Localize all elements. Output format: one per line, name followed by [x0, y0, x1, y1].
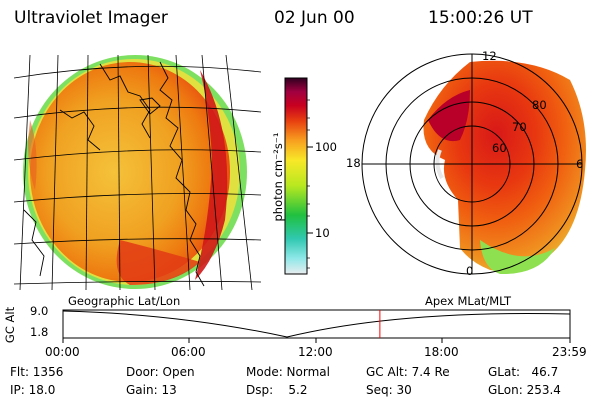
lat-label-70: 70	[512, 120, 527, 134]
time-label: 15:00:26 UT	[428, 8, 533, 28]
geo-longitude: GLon: 253.4	[488, 383, 561, 397]
time-tick-3: 18:00	[424, 345, 459, 359]
coastlines	[23, 61, 205, 287]
altitude-plot	[62, 309, 571, 343]
mlt-label-18: 18	[346, 156, 361, 170]
colorbar-tick-100: 100	[315, 140, 337, 154]
gc-altitude: GC Alt: 7.4 Re	[366, 365, 450, 379]
mlt-label-12: 12	[482, 49, 497, 63]
colorbar-tick-10: 10	[315, 226, 330, 240]
time-tick-1: 06:00	[171, 345, 206, 359]
door-status: Door: Open	[126, 365, 195, 379]
altitude-axis-label: GC Alt	[3, 306, 17, 344]
magnetic-panel-label: Apex MLat/MLT	[425, 294, 512, 308]
colorbar	[284, 77, 313, 275]
altitude-tick-min: 1.8	[30, 325, 49, 339]
geo-latitude: GLat: 46.7	[488, 365, 559, 379]
app-title: Ultraviolet Imager	[14, 8, 168, 28]
mode-status: Mode: Normal	[246, 365, 330, 379]
sequence-number: Seq: 30	[366, 383, 412, 397]
time-tick-2: 12:00	[298, 345, 333, 359]
flight-number: Flt: 1356	[10, 365, 64, 379]
dsp-value: Dsp: 5.2	[246, 383, 308, 397]
date-label: 02 Jun 00	[274, 8, 355, 28]
geographic-image	[14, 54, 261, 291]
gain-value: Gain: 13	[126, 383, 177, 397]
mlt-label-6: 6	[576, 157, 584, 171]
time-tick-0: 00:00	[45, 345, 80, 359]
lat-label-80: 80	[532, 98, 547, 112]
mlt-label-0: 0	[466, 264, 474, 278]
time-tick-4: 23:59	[552, 345, 587, 359]
lat-label-60: 60	[492, 141, 507, 155]
lat-lon-grid	[14, 54, 261, 291]
polar-plot	[361, 53, 586, 275]
altitude-tick-max: 9.0	[30, 304, 49, 318]
colorbar-unit-label: photon cm⁻²s⁻¹	[271, 132, 285, 222]
geographic-panel-label: Geographic Lat/Lon	[68, 294, 181, 308]
ip-value: IP: 18.0	[10, 383, 56, 397]
